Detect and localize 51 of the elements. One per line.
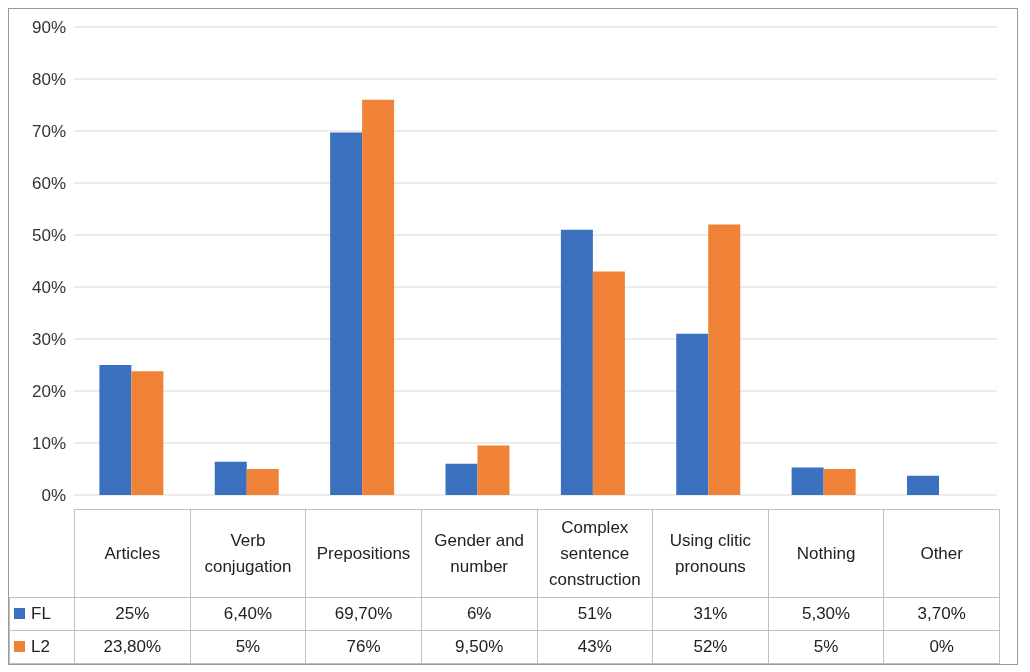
bar <box>445 463 478 495</box>
data-label: 5% <box>190 630 306 664</box>
data-label: 76% <box>305 630 422 664</box>
data-label: 5,30% <box>768 597 884 631</box>
x-tick-label: Gender and number <box>421 509 537 598</box>
y-tick-label: 30% <box>31 330 66 350</box>
x-tick-label: Prepositions <box>305 509 422 598</box>
bar <box>477 445 510 495</box>
x-tick-label: Complex sentence construction <box>537 509 653 598</box>
y-tick-label: 90% <box>31 18 66 38</box>
bar <box>823 469 856 495</box>
y-tick-label: 10% <box>31 434 66 454</box>
bar <box>99 365 132 495</box>
data-label: 31% <box>652 597 769 631</box>
x-tick-label: Verb conjugation <box>190 509 306 598</box>
y-tick-label: 50% <box>31 226 66 246</box>
bar <box>246 469 279 495</box>
y-tick-label: 80% <box>31 70 66 90</box>
data-label: 3,70% <box>883 597 1000 631</box>
data-label: 6,40% <box>190 597 306 631</box>
bar <box>560 229 593 495</box>
data-label: 6% <box>421 597 537 631</box>
bar <box>131 371 164 495</box>
data-label: 43% <box>537 630 653 664</box>
data-label: 69,70% <box>305 597 422 631</box>
x-tick-label: Using clitic pronouns <box>652 509 769 598</box>
x-tick-label: Articles <box>74 509 191 598</box>
y-tick-label: 70% <box>31 122 66 142</box>
data-label: 0% <box>883 630 1000 664</box>
bar <box>791 467 824 495</box>
legend-label: L2 <box>9 630 75 664</box>
bar <box>214 461 247 495</box>
y-tick-label: 60% <box>31 174 66 194</box>
data-label: 25% <box>74 597 191 631</box>
y-tick-label: 0% <box>41 486 66 506</box>
data-label: 9,50% <box>421 630 537 664</box>
data-label: 23,80% <box>74 630 191 664</box>
data-label: 5% <box>768 630 884 664</box>
data-label: 52% <box>652 630 769 664</box>
bar <box>708 224 741 495</box>
bar <box>362 99 395 495</box>
bar <box>330 132 363 495</box>
x-tick-label: Nothing <box>768 509 884 598</box>
y-tick-label: 40% <box>31 278 66 298</box>
y-tick-label: 20% <box>31 382 66 402</box>
bar <box>676 333 709 495</box>
bar <box>592 271 625 495</box>
data-label: 51% <box>537 597 653 631</box>
bar <box>907 475 940 495</box>
x-tick-label: Other <box>883 509 1000 598</box>
legend-label: FL <box>9 597 75 631</box>
